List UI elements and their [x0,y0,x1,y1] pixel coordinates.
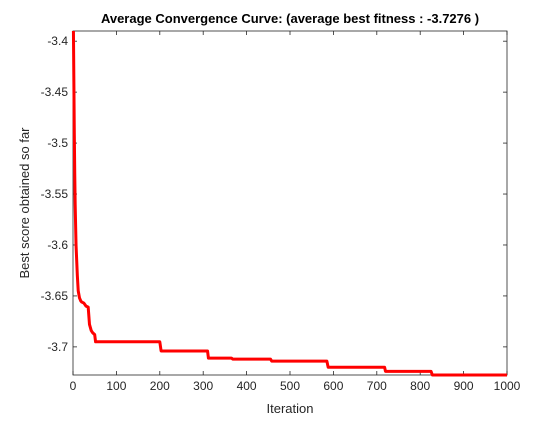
x-tick-label: 200 [150,379,170,393]
x-tick-label: 800 [410,379,430,393]
y-axis-label: Best score obtained so far [17,127,32,279]
y-tick-label: -3.45 [41,85,69,99]
y-tick-label: -3.6 [47,238,68,252]
y-tick-label: -3.55 [41,187,69,201]
x-tick-label: 300 [193,379,213,393]
x-tick-label: 100 [106,379,126,393]
plot-area: 0 100 200 300 400 500 600 700 800 900 1000 -3.4 -3.4… [41,30,521,393]
x-tick-label: 700 [367,379,387,393]
y-tick-label: -3.4 [47,34,68,48]
plot-frame [72,30,508,376]
x-tick-label: 400 [237,379,257,393]
x-tick-label: 0 [70,379,77,393]
y-tick-label: -3.7 [47,340,68,354]
series-line-0 [71,30,507,377]
chart-title: Average Convergence Curve: (average best… [101,11,479,26]
x-tick-label: 1000 [494,379,521,393]
x-axis-label: Iteration [267,401,314,416]
x-tick-label: 900 [454,379,474,393]
x-tick-label: 600 [323,379,343,393]
y-tick-label: -3.65 [41,289,69,303]
y-tick-label: -3.5 [47,136,68,150]
x-tick-label: 500 [280,379,300,393]
